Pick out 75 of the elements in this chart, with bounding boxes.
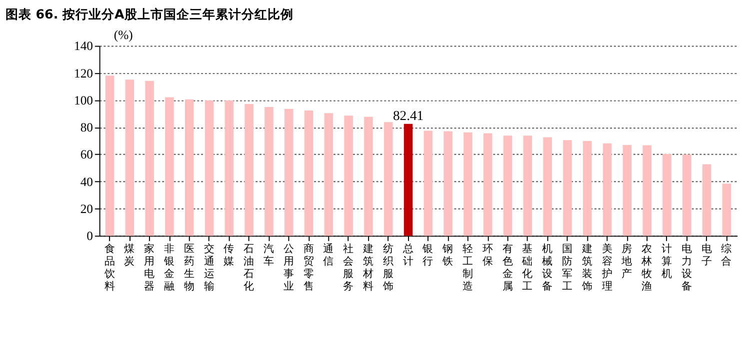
x-tick-label: 银行 — [422, 242, 434, 268]
bar — [523, 136, 532, 236]
bar — [304, 110, 314, 236]
x-tick-label: 食品饮料 — [103, 242, 116, 293]
bar — [404, 124, 413, 236]
bar — [224, 100, 234, 236]
x-tick-label: 电力设备 — [681, 242, 692, 293]
bar — [105, 76, 114, 236]
data-label: 82.41 — [392, 108, 424, 124]
x-tick-label: 轻工制造 — [462, 242, 474, 293]
bar — [583, 141, 592, 236]
bar — [145, 80, 154, 236]
bar — [264, 106, 274, 236]
x-tick-label: 医药生物 — [184, 242, 195, 293]
bar — [184, 99, 194, 236]
x-tick-label: 交通运输 — [204, 242, 215, 293]
bar — [324, 113, 334, 236]
bar — [165, 97, 174, 236]
x-tick-label: 煤炭 — [124, 242, 136, 268]
x-tick-label: 通信 — [323, 242, 334, 268]
x-tick-label: 计算机 — [661, 242, 672, 280]
bar — [682, 154, 692, 236]
y-tick-label: 0 — [86, 229, 93, 244]
x-tick-label: 纺织服饰 — [382, 242, 394, 293]
bar — [543, 137, 552, 236]
bar — [662, 154, 672, 236]
x-tick-label: 美容护理 — [600, 242, 613, 293]
x-tick-label: 环保 — [482, 242, 494, 268]
bar — [284, 108, 294, 236]
y-axis-title: (%) — [114, 28, 133, 42]
x-tick-label: 家用电器 — [144, 242, 156, 293]
y-tick-label: 140 — [74, 39, 93, 54]
x-tick-label: 商贸零售 — [303, 242, 314, 293]
bar — [503, 136, 512, 236]
x-tick-label: 电子 — [701, 242, 712, 268]
x-tick-label: 综合 — [721, 242, 732, 268]
x-tick-label: 机械设备 — [542, 242, 554, 293]
bar — [602, 143, 612, 236]
y-tick-label: 100 — [74, 93, 93, 108]
x-tick-label: 建筑装饰 — [580, 242, 593, 293]
x-tick-label: 传媒 — [224, 242, 235, 268]
x-tick-label: 建筑材料 — [362, 242, 374, 293]
bar — [344, 116, 353, 236]
bar — [622, 144, 632, 236]
bar — [642, 145, 652, 236]
x-tick-label: 汽车 — [263, 242, 274, 268]
x-tick-label: 钢铁 — [442, 242, 454, 268]
bar — [563, 140, 572, 236]
x-tick-label: 社会服务 — [343, 242, 354, 293]
x-tick-label: 总计 — [402, 242, 414, 268]
y-tick-label: 120 — [74, 66, 93, 80]
y-tick-label: 40 — [80, 174, 93, 189]
bar — [364, 116, 373, 236]
bar — [483, 133, 492, 236]
x-tick-label: 国防军工 — [562, 242, 573, 293]
y-tick-label: 60 — [80, 148, 93, 162]
bar — [125, 80, 134, 236]
bar — [722, 184, 732, 236]
bar — [384, 122, 393, 236]
y-tick-label: 80 — [80, 120, 93, 135]
bar — [444, 131, 452, 236]
x-tick-label: 农林牧渔 — [640, 242, 653, 293]
bar — [464, 132, 472, 236]
bar — [204, 100, 214, 236]
x-tick-label: 有色金属 — [502, 242, 514, 293]
bar — [424, 130, 433, 236]
x-tick-label: 房地产 — [620, 242, 633, 280]
x-tick-label: 石油石化 — [244, 242, 255, 293]
bar — [244, 104, 254, 236]
x-tick-label: 基础化工 — [521, 242, 534, 293]
x-tick-label: 非银金融 — [162, 242, 175, 293]
y-tick-label: 20 — [80, 202, 93, 216]
bar — [702, 164, 712, 236]
x-tick-label: 公用事业 — [283, 242, 294, 293]
chart-title: 图表 66. 按行业分A股上市国企三年累计分红比例 — [5, 6, 294, 22]
